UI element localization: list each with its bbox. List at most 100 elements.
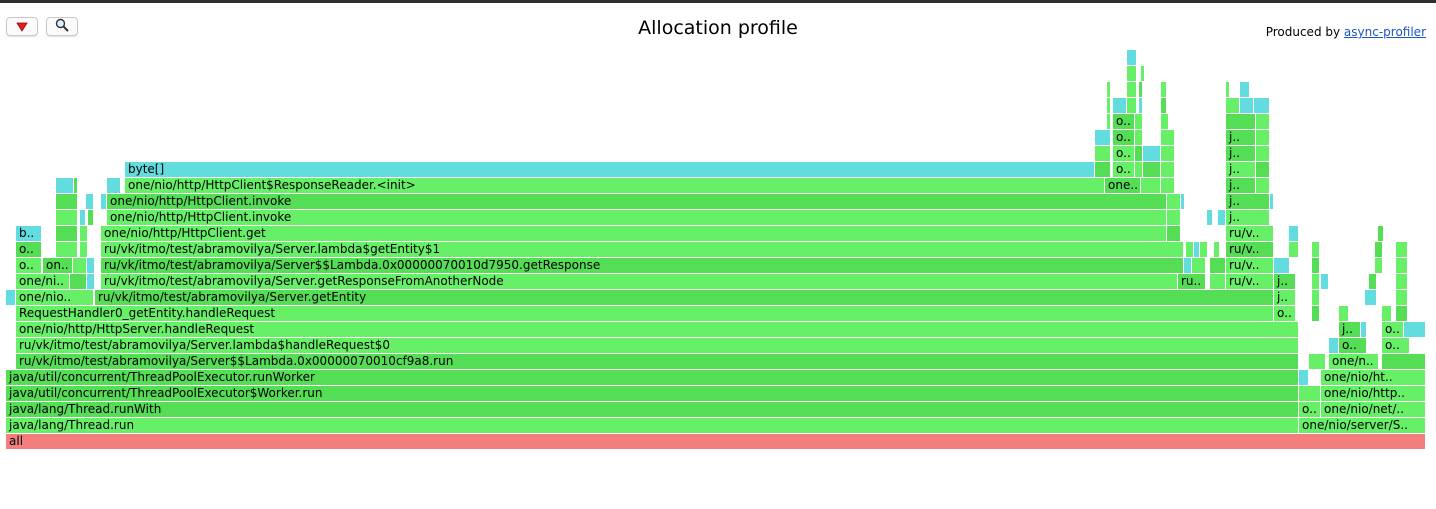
flame-frame[interactable]	[1378, 226, 1383, 241]
flame-frame[interactable]: ru/vk/itmo/test/abramovilya/Server.lambd…	[101, 242, 1183, 257]
flame-frame[interactable]	[1312, 242, 1319, 257]
search-button[interactable]	[46, 17, 78, 36]
flame-frame[interactable]	[1256, 114, 1269, 129]
flame-frame[interactable]	[1139, 82, 1142, 97]
flame-frame[interactable]	[1396, 258, 1407, 273]
flame-frame[interactable]	[1181, 194, 1184, 209]
flame-frame[interactable]	[86, 194, 93, 209]
flame-frame[interactable]	[1312, 274, 1319, 289]
flame-frame[interactable]	[1192, 258, 1205, 273]
flame-frame[interactable]: o..	[1339, 338, 1366, 353]
flame-frame[interactable]: j..	[1226, 162, 1255, 177]
flame-frame[interactable]: java/util/concurrent/ThreadPoolExecutor.…	[6, 370, 1298, 385]
flame-frame[interactable]	[1240, 98, 1253, 113]
flame-frame[interactable]	[1339, 306, 1348, 321]
flame-frame[interactable]	[1167, 226, 1180, 241]
flame-frame[interactable]: RequestHandler0_getEntity.handleRequest	[16, 306, 1273, 321]
flame-frame[interactable]: o..	[1113, 130, 1134, 145]
flame-frame[interactable]	[1240, 82, 1249, 97]
flame-frame[interactable]: java/lang/Thread.runWith	[6, 402, 1298, 417]
flame-frame[interactable]	[1299, 370, 1308, 385]
flame-frame[interactable]	[1256, 178, 1269, 193]
flame-frame[interactable]	[1226, 98, 1239, 113]
flame-frame[interactable]	[1135, 162, 1142, 177]
flame-frame[interactable]	[1312, 258, 1319, 273]
flame-frame[interactable]	[1141, 178, 1160, 193]
flame-frame[interactable]: one/nio/net/..	[1321, 402, 1425, 417]
flame-frame[interactable]: ru..	[1178, 274, 1205, 289]
reverse-button[interactable]	[6, 17, 38, 36]
flame-frame[interactable]	[1299, 386, 1320, 401]
flame-frame[interactable]	[70, 274, 86, 289]
flame-frame[interactable]	[1396, 274, 1407, 289]
flame-frame[interactable]: o..	[16, 242, 41, 257]
flame-frame[interactable]	[1365, 290, 1376, 305]
flame-frame[interactable]	[1127, 98, 1136, 113]
flame-frame[interactable]	[1139, 98, 1142, 113]
flame-frame[interactable]	[1369, 274, 1376, 289]
flame-frame[interactable]	[1321, 274, 1328, 289]
flame-frame-root[interactable]: all	[6, 434, 1425, 449]
flame-frame[interactable]	[1404, 322, 1425, 337]
flame-frame[interactable]: ru/vk/itmo/test/abramovilya/Server$$Lamb…	[101, 258, 1183, 273]
flame-frame[interactable]: o..	[1382, 338, 1409, 353]
flame-frame[interactable]: one/nio/http..	[1321, 386, 1425, 401]
flame-frame[interactable]: on..	[43, 258, 72, 273]
flame-frame[interactable]	[1309, 354, 1325, 369]
flame-frame[interactable]	[1270, 194, 1273, 209]
flame-frame[interactable]: one/nio/server/S..	[1299, 418, 1425, 433]
flame-frame[interactable]	[1161, 162, 1174, 177]
flame-frame[interactable]	[1312, 306, 1319, 321]
flame-frame[interactable]	[1256, 162, 1269, 177]
flame-frame[interactable]	[6, 290, 15, 305]
flame-frame[interactable]	[1289, 226, 1298, 241]
flame-frame[interactable]: one/nio/http/HttpClient.invoke	[107, 210, 1166, 225]
flame-frame[interactable]	[1382, 306, 1391, 321]
flame-frame[interactable]	[1161, 130, 1174, 145]
flame-frame[interactable]: j..	[1274, 274, 1295, 289]
flame-frame[interactable]	[1135, 130, 1142, 145]
flame-frame[interactable]	[1256, 130, 1269, 145]
flame-frame[interactable]: o..	[1274, 306, 1295, 321]
flame-frame[interactable]: byte[]	[125, 162, 1094, 177]
flame-frame[interactable]	[80, 242, 87, 257]
flame-frame[interactable]	[1256, 146, 1269, 161]
flame-frame[interactable]	[1396, 290, 1407, 305]
flame-frame[interactable]: o..	[1113, 162, 1134, 177]
flame-frame[interactable]	[1210, 274, 1225, 289]
flame-frame[interactable]	[1135, 114, 1142, 129]
flame-frame[interactable]	[80, 226, 87, 241]
flame-frame[interactable]	[1214, 242, 1219, 257]
flame-frame[interactable]: one/nio/http/HttpClient$ResponseReader.<…	[125, 178, 1104, 193]
flame-frame[interactable]	[1095, 130, 1110, 145]
flame-frame[interactable]	[1382, 354, 1425, 369]
flame-frame[interactable]: ru/v..	[1226, 274, 1273, 289]
flame-frame[interactable]	[1161, 178, 1174, 193]
flame-frame[interactable]	[1396, 242, 1407, 257]
flame-frame[interactable]: o..	[1299, 402, 1320, 417]
flame-frame[interactable]: j..	[1226, 194, 1269, 209]
flame-frame[interactable]	[1107, 98, 1110, 113]
flame-frame[interactable]	[1210, 258, 1225, 273]
flame-frame[interactable]	[1143, 162, 1160, 177]
flame-frame[interactable]	[1161, 98, 1166, 113]
flame-frame[interactable]	[1375, 258, 1382, 273]
flame-frame[interactable]	[1167, 194, 1180, 209]
flame-frame[interactable]: one/nio/http/HttpClient.invoke	[107, 194, 1166, 209]
flame-frame[interactable]: j..	[1226, 146, 1255, 161]
flame-frame[interactable]: java/lang/Thread.run	[6, 418, 1298, 433]
flame-frame[interactable]	[1095, 162, 1110, 177]
flame-frame[interactable]: b..	[16, 226, 41, 241]
flame-frame[interactable]	[74, 178, 77, 193]
flame-frame[interactable]	[87, 274, 94, 289]
flame-frame[interactable]: ru/vk/itmo/test/abramovilya/Server.lambd…	[16, 338, 1298, 353]
flame-frame[interactable]	[1312, 290, 1319, 305]
flame-frame[interactable]	[1329, 338, 1338, 353]
flame-frame[interactable]	[1135, 146, 1142, 161]
flame-frame[interactable]	[56, 194, 77, 209]
flame-frame[interactable]	[1375, 242, 1382, 257]
flame-frame[interactable]: ru/vk/itmo/test/abramovilya/Server.getEn…	[95, 290, 1273, 305]
flame-frame[interactable]: o..	[1113, 146, 1134, 161]
flame-frame[interactable]	[56, 178, 73, 193]
flame-frame[interactable]: o..	[1382, 322, 1403, 337]
